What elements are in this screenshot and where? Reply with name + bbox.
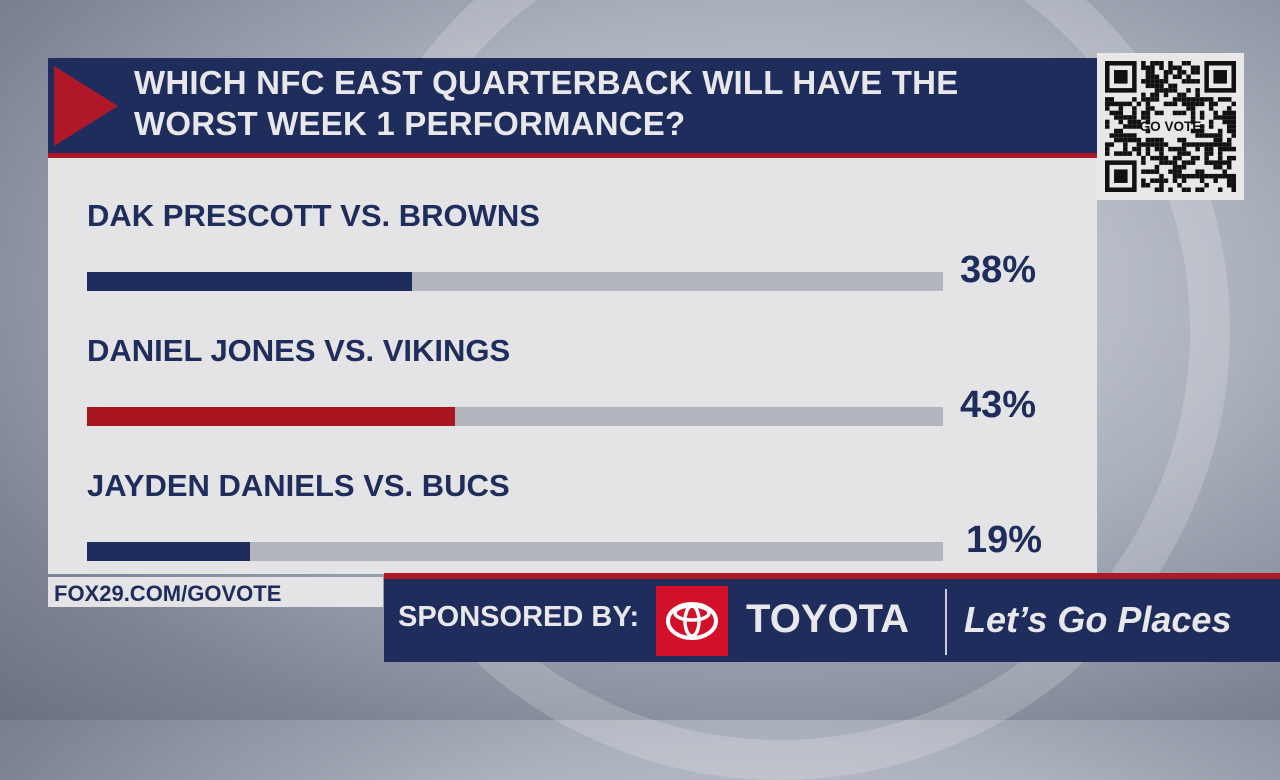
bar	[87, 407, 456, 426]
bar-value-label: 38%	[960, 249, 1037, 291]
bar-value-label: 19%	[966, 519, 1043, 561]
qr-caption: GO VOTE	[1140, 119, 1202, 134]
bar-track	[87, 542, 943, 561]
brand-slogan: Let’s Go Places	[964, 599, 1232, 640]
bar-label: JAYDEN DANIELS VS. BUCS	[87, 468, 510, 503]
poll-header: WHICH NFC EAST QUARTERBACK WILL HAVE THE…	[48, 58, 1097, 158]
bar-value-label: 43%	[960, 384, 1037, 426]
bar-label: DAK PRESCOTT VS. BROWNS	[87, 198, 540, 233]
bar-track	[87, 407, 943, 426]
bar-label: DANIEL JONES VS. VIKINGS	[87, 333, 511, 368]
sponsored-by-label: SPONSORED BY:	[398, 601, 640, 633]
divider	[945, 589, 947, 655]
bar-track	[87, 272, 943, 291]
bar	[87, 542, 250, 561]
vote-url: FOX29.COM/GOVOTE	[48, 577, 383, 607]
brand-name: TOYOTA	[746, 597, 909, 641]
title-line-1: WHICH NFC EAST QUARTERBACK WILL HAVE THE	[134, 64, 959, 101]
title-line-2: WORST WEEK 1 PERFORMANCE?	[134, 105, 686, 142]
bar	[87, 272, 413, 291]
poll-question: WHICH NFC EAST QUARTERBACK WILL HAVE THE…	[134, 62, 958, 144]
sponsor-banner: SPONSORED BY: TOYOTA Let’s Go Places	[384, 573, 1280, 662]
toyota-logo-icon	[656, 586, 728, 656]
poll-results: DAK PRESCOTT VS. BROWNS 38% DANIEL JONES V…	[48, 158, 1097, 574]
qr-code[interactable]: GO VOTE	[1097, 53, 1244, 200]
qr-code-image: GO VOTE	[1105, 61, 1236, 192]
play-triangle-icon	[54, 66, 118, 146]
